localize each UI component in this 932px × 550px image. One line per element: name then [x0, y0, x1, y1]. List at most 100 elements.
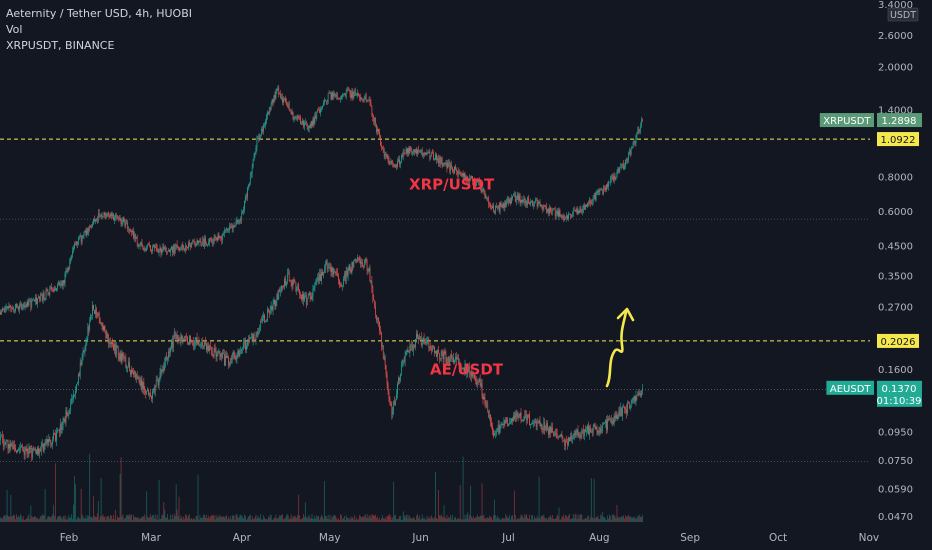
candle-body [589, 427, 590, 435]
volume-bar [244, 514, 245, 522]
candle-body [170, 249, 171, 253]
candle-body [541, 204, 543, 207]
annotation-label: XRP/USDT [409, 175, 495, 193]
candle-body [358, 93, 359, 96]
volume-bar [426, 515, 428, 522]
volume-bar [114, 519, 115, 522]
legend-compare-symbol[interactable]: XRPUSDT, BINANCE [6, 39, 115, 52]
candle-body [238, 350, 240, 357]
volume-bar [109, 518, 111, 522]
volume-bar [317, 516, 319, 522]
candle-body [139, 382, 141, 386]
candle-body [619, 167, 621, 172]
volume-bar [481, 483, 483, 522]
volume-bar [345, 515, 347, 522]
candle-body [100, 322, 102, 324]
volume-bar [123, 519, 125, 522]
candle-body [490, 204, 491, 208]
candle-body [278, 87, 280, 94]
legend-volume[interactable]: Vol [6, 23, 23, 36]
candle-body [215, 237, 217, 239]
volume-bar [82, 516, 84, 522]
candle-body [445, 353, 447, 362]
candle-body [411, 345, 413, 346]
volume-bar [342, 517, 344, 522]
candle-body [158, 379, 160, 386]
volume-bar [627, 516, 628, 522]
candle-body [54, 433, 55, 434]
candle-body [406, 149, 408, 154]
candle-body [503, 203, 505, 208]
candle-body [632, 142, 634, 148]
candle-body [318, 277, 320, 281]
legend-main-symbol[interactable]: Aeternity / Tether USD, 4h, HUOBI [6, 7, 192, 20]
candle-body [586, 431, 587, 433]
volume-bar [467, 512, 469, 522]
candle-body [377, 318, 378, 320]
candle-body [185, 336, 187, 337]
volume-bar [120, 457, 122, 522]
volume-bar [210, 515, 212, 522]
candle-body [565, 440, 567, 446]
candle-body [32, 448, 34, 457]
candle-body [408, 351, 410, 353]
candle-body [621, 164, 623, 166]
candle-body [477, 179, 479, 183]
volume-bar [2, 516, 4, 522]
volume-bar [100, 478, 102, 522]
candle-body [302, 293, 303, 300]
candle-body [161, 249, 163, 254]
candle-body [594, 424, 596, 430]
candle-body [415, 149, 416, 153]
candle-body [256, 332, 258, 335]
candle-body [266, 320, 267, 322]
volume-bar [398, 518, 399, 522]
candle-body [466, 177, 468, 179]
candle-body [345, 91, 347, 97]
candle-body [157, 380, 159, 386]
candle-body [200, 343, 202, 345]
candle-body [362, 262, 363, 267]
candle-body [401, 155, 403, 158]
candle-body [114, 344, 115, 351]
candle-body [344, 93, 346, 97]
candle-body [626, 409, 627, 414]
candle-body [221, 353, 223, 358]
volume-bar [203, 514, 205, 522]
candle-body [3, 443, 5, 447]
time-tick-label: Aug [589, 532, 610, 544]
volume-bar [303, 514, 304, 522]
candle-body [451, 164, 453, 168]
candle-body [9, 444, 11, 448]
volume-bar [160, 518, 162, 522]
volume-bar [577, 514, 579, 522]
candle-body [455, 357, 456, 360]
candle-body [602, 424, 604, 429]
candle-body [492, 205, 493, 209]
candle-body [217, 352, 219, 355]
volume-bar [318, 515, 320, 522]
candle-body [37, 298, 38, 304]
candle-body [364, 96, 366, 99]
volume-bar [385, 519, 387, 522]
candle-body [442, 164, 444, 166]
volume-bar [642, 514, 644, 522]
volume-bar [391, 519, 393, 522]
candle-body [95, 309, 96, 314]
candle-body [237, 220, 239, 222]
volume-bar [598, 519, 600, 522]
candle-body [128, 361, 130, 367]
volume-bar [157, 519, 159, 522]
candle-body [260, 320, 262, 328]
candle-body [529, 202, 530, 205]
volume-bar [321, 514, 322, 522]
candle-body [463, 173, 465, 177]
candle-body [7, 440, 9, 449]
candle-body [331, 267, 333, 272]
candle-body [122, 217, 124, 224]
candle-body [120, 218, 122, 224]
candle-body [219, 236, 221, 239]
volume-bar [517, 518, 519, 522]
volume-bar [34, 516, 36, 522]
